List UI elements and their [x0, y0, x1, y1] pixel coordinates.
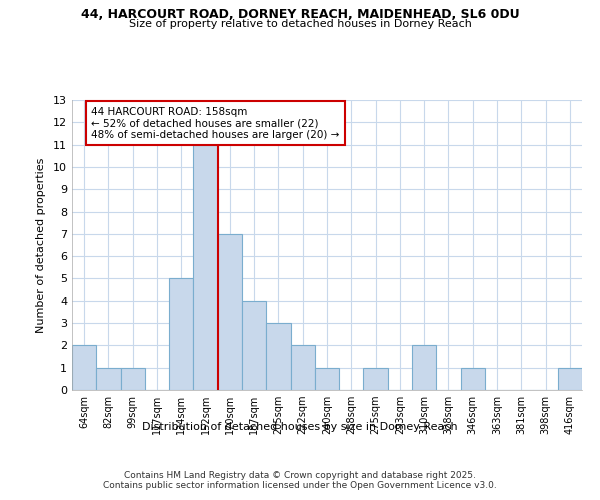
- Text: Distribution of detached houses by size in Dorney Reach: Distribution of detached houses by size …: [142, 422, 458, 432]
- Text: 44 HARCOURT ROAD: 158sqm
← 52% of detached houses are smaller (22)
48% of semi-d: 44 HARCOURT ROAD: 158sqm ← 52% of detach…: [91, 106, 340, 140]
- Bar: [96, 368, 121, 390]
- Bar: [72, 346, 96, 390]
- Bar: [290, 346, 315, 390]
- Bar: [218, 234, 242, 390]
- Y-axis label: Number of detached properties: Number of detached properties: [36, 158, 46, 332]
- Bar: [558, 368, 582, 390]
- Bar: [193, 144, 218, 390]
- Bar: [121, 368, 145, 390]
- Bar: [242, 301, 266, 390]
- Text: Size of property relative to detached houses in Dorney Reach: Size of property relative to detached ho…: [128, 19, 472, 29]
- Bar: [364, 368, 388, 390]
- Bar: [461, 368, 485, 390]
- Bar: [266, 323, 290, 390]
- Bar: [315, 368, 339, 390]
- Bar: [412, 346, 436, 390]
- Text: 44, HARCOURT ROAD, DORNEY REACH, MAIDENHEAD, SL6 0DU: 44, HARCOURT ROAD, DORNEY REACH, MAIDENH…: [80, 8, 520, 20]
- Bar: [169, 278, 193, 390]
- Text: Contains HM Land Registry data © Crown copyright and database right 2025.
Contai: Contains HM Land Registry data © Crown c…: [103, 470, 497, 490]
